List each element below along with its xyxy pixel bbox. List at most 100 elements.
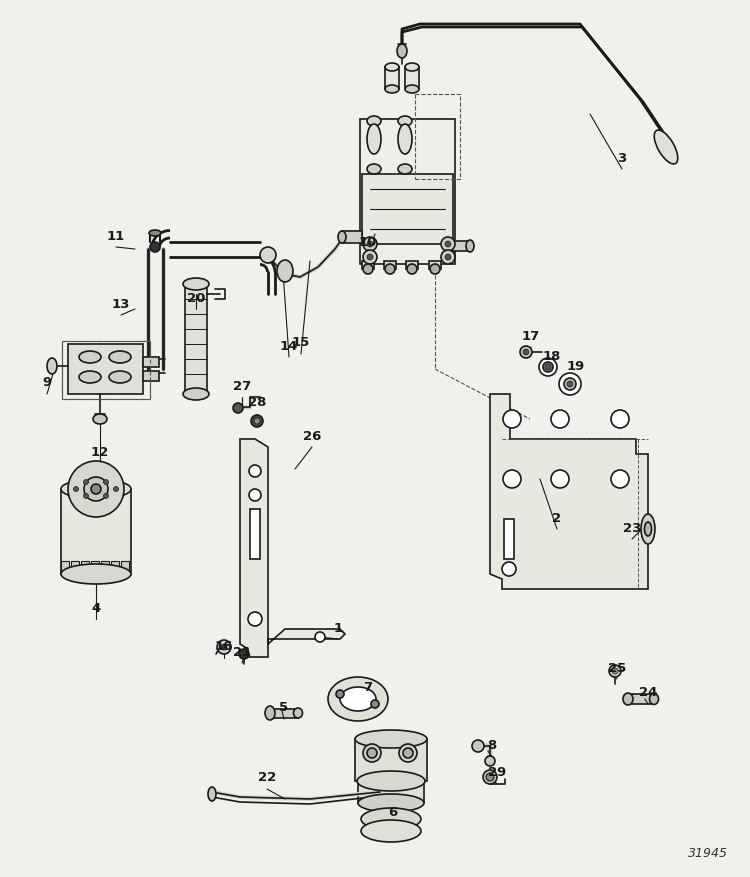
Text: 16: 16 <box>214 639 233 652</box>
Circle shape <box>503 410 521 429</box>
Bar <box>185 285 207 395</box>
Text: 22: 22 <box>258 771 276 784</box>
Circle shape <box>520 346 532 359</box>
Ellipse shape <box>328 677 388 721</box>
Ellipse shape <box>650 694 658 705</box>
Circle shape <box>221 645 227 650</box>
Ellipse shape <box>398 165 412 175</box>
Bar <box>143 358 159 367</box>
Text: 10: 10 <box>358 235 377 248</box>
Ellipse shape <box>358 794 424 812</box>
Text: 14: 14 <box>280 339 298 352</box>
Circle shape <box>249 489 261 502</box>
Ellipse shape <box>265 706 275 720</box>
Text: 29: 29 <box>488 766 506 779</box>
Text: 31945: 31945 <box>688 846 728 859</box>
Text: 13: 13 <box>112 297 130 310</box>
Text: 2: 2 <box>553 511 562 524</box>
Text: 6: 6 <box>388 806 398 818</box>
Circle shape <box>445 242 451 247</box>
Ellipse shape <box>149 231 161 237</box>
Circle shape <box>523 350 529 355</box>
Circle shape <box>385 265 395 275</box>
Circle shape <box>445 254 451 260</box>
Text: 17: 17 <box>522 329 540 342</box>
Ellipse shape <box>93 415 107 424</box>
Circle shape <box>407 265 417 275</box>
Text: 24: 24 <box>639 686 657 699</box>
Circle shape <box>485 756 495 766</box>
Text: 21: 21 <box>232 645 251 658</box>
Circle shape <box>254 418 260 424</box>
Circle shape <box>104 494 109 499</box>
Bar <box>61 489 131 574</box>
Ellipse shape <box>466 240 474 253</box>
Bar <box>270 709 298 718</box>
Circle shape <box>543 362 553 373</box>
Bar <box>250 510 260 560</box>
Ellipse shape <box>385 64 399 72</box>
Circle shape <box>367 242 373 247</box>
Circle shape <box>403 748 413 758</box>
Text: 26: 26 <box>303 429 321 442</box>
Bar <box>81 561 89 575</box>
Bar <box>628 695 654 704</box>
Circle shape <box>113 487 118 492</box>
Ellipse shape <box>340 688 376 711</box>
Ellipse shape <box>338 232 346 244</box>
Circle shape <box>472 740 484 752</box>
Ellipse shape <box>61 565 131 584</box>
Ellipse shape <box>405 86 419 94</box>
Circle shape <box>104 480 109 485</box>
Text: 25: 25 <box>608 660 626 674</box>
Ellipse shape <box>293 709 302 718</box>
Text: 9: 9 <box>43 376 52 389</box>
Ellipse shape <box>367 165 381 175</box>
Text: 1: 1 <box>334 621 343 634</box>
Circle shape <box>68 461 124 517</box>
Bar <box>62 342 150 400</box>
Ellipse shape <box>623 693 633 705</box>
Ellipse shape <box>644 523 652 537</box>
Bar <box>71 561 79 575</box>
Circle shape <box>83 480 88 485</box>
Ellipse shape <box>79 372 101 383</box>
Circle shape <box>367 748 377 758</box>
Circle shape <box>367 254 373 260</box>
Bar <box>342 232 362 244</box>
Ellipse shape <box>398 125 412 155</box>
Circle shape <box>91 484 101 495</box>
Bar <box>68 345 143 395</box>
Circle shape <box>559 374 581 396</box>
Text: 7: 7 <box>364 681 373 694</box>
Ellipse shape <box>654 131 678 165</box>
Bar <box>429 261 441 270</box>
Bar <box>111 561 119 575</box>
Ellipse shape <box>361 820 421 842</box>
Bar <box>355 739 427 781</box>
Bar <box>121 561 129 575</box>
Circle shape <box>249 466 261 477</box>
Ellipse shape <box>405 64 419 72</box>
Circle shape <box>315 632 325 642</box>
Circle shape <box>551 470 569 488</box>
Ellipse shape <box>367 125 381 155</box>
Circle shape <box>260 247 276 264</box>
Text: 12: 12 <box>91 445 110 458</box>
Bar <box>504 519 514 560</box>
Ellipse shape <box>79 352 101 364</box>
Circle shape <box>363 745 381 762</box>
Circle shape <box>503 470 521 488</box>
Circle shape <box>441 251 455 265</box>
Ellipse shape <box>109 372 131 383</box>
Circle shape <box>83 494 88 499</box>
Bar <box>101 561 109 575</box>
Ellipse shape <box>355 731 427 748</box>
Ellipse shape <box>47 359 57 374</box>
Text: 3: 3 <box>617 152 626 164</box>
Bar <box>362 175 453 245</box>
Ellipse shape <box>398 117 412 127</box>
Circle shape <box>567 381 573 388</box>
Text: 20: 20 <box>187 291 206 304</box>
Bar <box>385 68 399 90</box>
